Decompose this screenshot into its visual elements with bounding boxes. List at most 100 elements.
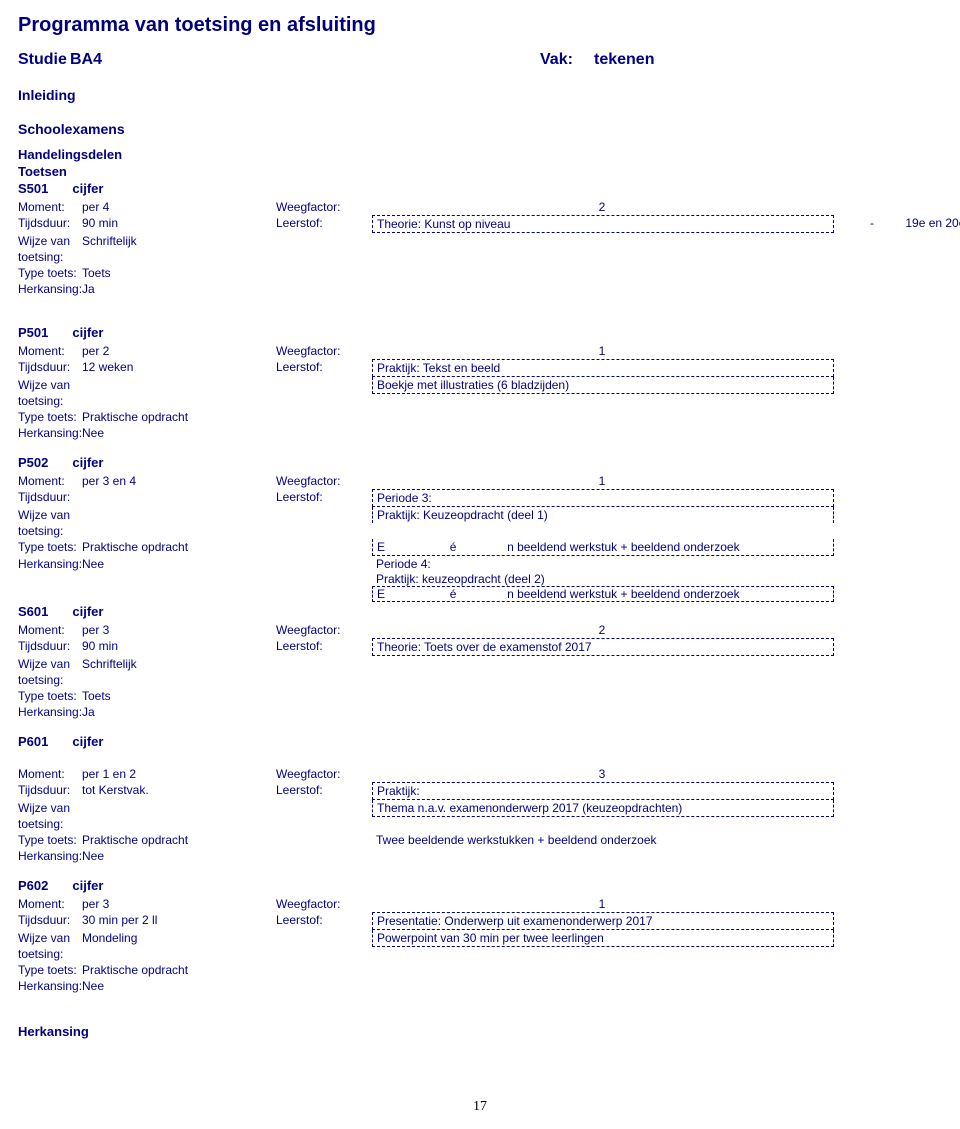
- moment-label: Moment:: [18, 199, 82, 215]
- code: P501: [18, 325, 48, 340]
- herk-label: Herkansing:: [18, 848, 82, 864]
- block-p602: P602cijfer Moment: per 3 Weegfactor: 1 T…: [18, 878, 942, 994]
- wijze-label: Wijze van toetsing:: [18, 377, 82, 409]
- herk-label: Herkansing:: [18, 425, 82, 441]
- wijze-label: Wijze van toetsing:: [18, 656, 82, 688]
- tijdsduur-value: 90 min: [82, 638, 276, 654]
- type-label: Type toets:: [18, 409, 82, 425]
- tijdsduur-label: Tijdsduur:: [18, 489, 82, 505]
- moment-label: Moment:: [18, 766, 82, 782]
- leerstof-l3: E é n beeldend werkstuk + beeldend onder…: [372, 539, 834, 556]
- vak-value: tekenen: [594, 51, 654, 69]
- inleiding-heading: Inleiding: [18, 87, 942, 103]
- cijfer-label: cijfer: [72, 325, 103, 340]
- weegfactor-label: Weegfactor:: [276, 622, 372, 638]
- moment-value: per 1 en 2: [82, 766, 276, 782]
- wijze-value: Schriftelijk: [82, 233, 276, 249]
- type-value: Toets: [82, 688, 276, 704]
- tijdsduur-value: 30 min per 2 ll: [82, 912, 276, 928]
- leerstof-box: Theorie: Kunst op niveau: [372, 215, 834, 233]
- type-label: Type toets:: [18, 962, 82, 978]
- leerstof-l2: Powerpoint van 30 min per twee leerlinge…: [372, 930, 834, 947]
- type-label: Type toets:: [18, 265, 82, 281]
- herk-value: Nee: [82, 848, 276, 864]
- leerstof-label: Leerstof:: [276, 638, 372, 654]
- tijdsduur-label: Tijdsduur:: [18, 912, 82, 928]
- page-number: 17: [18, 1099, 942, 1115]
- block-p502: P502 cijfer Moment: per 3 en 4 Weegfactor…: [18, 455, 942, 602]
- type-value: Toets: [82, 265, 276, 281]
- cijfer-label: cijfer: [72, 604, 103, 619]
- tijdsduur-label: Tijdsduur:: [18, 638, 82, 654]
- cijfer-label: cijfer: [72, 455, 103, 470]
- cijfer-label: cijfer: [72, 181, 103, 196]
- block-p601: P601cijfer Moment: per 1 en 2 Weegfactor…: [18, 734, 942, 864]
- leerstof-l4: Periode 4:: [372, 557, 435, 571]
- studie-vak-line: Studie BA4 Vak: tekenen: [18, 51, 942, 69]
- wijze-label: Wijze van toetsing:: [18, 930, 82, 962]
- leerstof-l6: E é n beeldend werkstuk + beeldend onder…: [372, 586, 834, 602]
- type-label: Type toets:: [18, 539, 82, 555]
- leerstof-l5: Praktijk: keuzeopdracht (deel 2): [372, 572, 942, 586]
- herk-value: Nee: [82, 978, 276, 994]
- moment-value: per 3 en 4: [82, 473, 276, 489]
- moment-label: Moment:: [18, 896, 82, 912]
- cijfer-label: cijfer: [72, 734, 103, 749]
- moment-value: per 3: [82, 896, 276, 912]
- wijze-label: Wijze van toetsing:: [18, 233, 82, 265]
- herk-label: Herkansing:: [18, 556, 82, 572]
- leerstof-label: Leerstof:: [276, 489, 372, 505]
- weegfactor-value: 3: [372, 766, 832, 782]
- leerstof-box: Praktijk:: [372, 782, 834, 800]
- frag-c: n beeldend werkstuk + beeldend onderzoek: [507, 540, 740, 554]
- block-s501: S501cijfer Moment: per 4 Weegfactor: 2 T…: [18, 181, 942, 297]
- tijdsduur-value: tot Kerstvak.: [82, 782, 276, 798]
- leerstof-label: Leerstof:: [276, 359, 372, 375]
- weegfactor-label: Weegfactor:: [276, 896, 372, 912]
- page-title: Programma van toetsing en afsluiting: [18, 14, 942, 37]
- tijdsduur-label: Tijdsduur:: [18, 782, 82, 798]
- tijdsduur-value: 90 min: [82, 215, 276, 231]
- dash: -: [842, 638, 960, 654]
- dash: -: [842, 215, 902, 231]
- type-label: Type toets:: [18, 832, 82, 848]
- code: P502: [18, 455, 48, 470]
- code: P602: [18, 878, 48, 893]
- herk-label: Herkansing:: [18, 704, 82, 720]
- studie-label: Studie: [18, 51, 70, 69]
- herk-label: Herkansing:: [18, 978, 82, 994]
- weegfactor-value: 1: [372, 473, 832, 489]
- leerstof-line2: Boekje met illustraties (6 bladzijden): [372, 377, 834, 394]
- leerstof-label: Leerstof:: [276, 912, 372, 928]
- block-s601: S601cijfer Moment: per 3 Weegfactor: 2 T…: [18, 604, 942, 720]
- moment-label: Moment:: [18, 622, 82, 638]
- wijze-value: Schriftelijk: [82, 656, 276, 672]
- tijdsduur-value: 12 weken: [82, 359, 276, 375]
- weegfactor-label: Weegfactor:: [276, 766, 372, 782]
- studie-value: BA4: [70, 51, 540, 69]
- weegfactor-value: 1: [372, 343, 832, 359]
- weegfactor-value: 2: [372, 622, 832, 638]
- wijze-label: Wijze van toetsing:: [18, 800, 82, 832]
- herk-label: Herkansing:: [18, 281, 82, 297]
- leerstof-box: Periode 3:: [372, 489, 834, 507]
- leerstof-label: Leerstof:: [276, 215, 372, 231]
- moment-label: Moment:: [18, 343, 82, 359]
- herk-value: Nee: [82, 556, 276, 572]
- weegfactor-label: Weegfactor:: [276, 473, 372, 489]
- weegfactor-label: Weegfactor:: [276, 199, 372, 215]
- type-label: Type toets:: [18, 688, 82, 704]
- type-value: Praktische opdracht: [82, 962, 276, 978]
- weegfactor-label: Weegfactor:: [276, 343, 372, 359]
- leerstof-box: Presentatie: Onderwerp uit examenonderwe…: [372, 912, 834, 930]
- leerstof-box: Theorie: Toets over de examenstof 2017: [372, 638, 834, 656]
- vak-label: Vak:: [540, 51, 594, 69]
- leerstof-l2: Thema n.a.v. examenonderwerp 2017 (keuze…: [372, 800, 834, 817]
- wijze-value: Mondeling: [82, 930, 276, 946]
- block-p501: P501 cijfer Moment: per 2 Weegfactor: 1 T…: [18, 325, 942, 441]
- moment-label: Moment:: [18, 473, 82, 489]
- moment-value: per 2: [82, 343, 276, 359]
- frag-a: E: [377, 540, 385, 554]
- code: S501: [18, 181, 48, 196]
- tijdsduur-label: Tijdsduur:: [18, 359, 82, 375]
